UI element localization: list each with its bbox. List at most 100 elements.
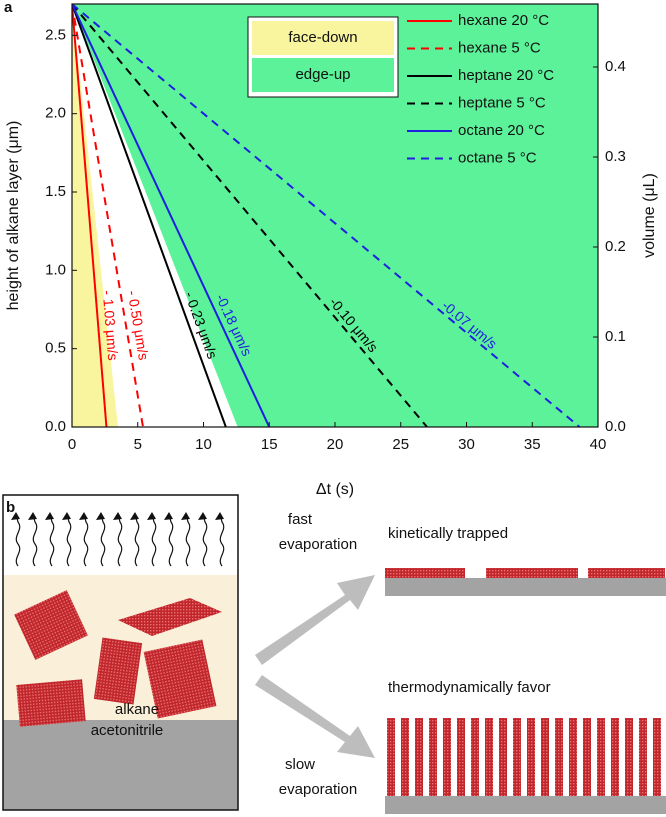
platelet <box>569 718 577 796</box>
panel-label: b <box>6 499 15 516</box>
platelet <box>443 718 451 796</box>
y2-axis-label: volume (μL) <box>641 173 658 258</box>
evaporation-arrow <box>66 513 72 567</box>
evaporation-arrow <box>151 513 157 567</box>
beaker <box>2 494 239 811</box>
platelet <box>457 718 465 796</box>
arrow-head <box>181 512 190 520</box>
legend-label: hexane 5 °C <box>458 39 541 56</box>
panel-label: a <box>4 0 13 16</box>
arrow-head <box>45 512 54 520</box>
y-tick-label: 1.0 <box>45 261 66 278</box>
evaporation-arrow <box>49 513 55 567</box>
y-tick-label: 0.5 <box>45 340 66 357</box>
platelet <box>471 718 479 796</box>
evaporation-arrow <box>32 513 38 567</box>
x-tick-label: 0 <box>68 436 76 453</box>
arrow-head <box>62 512 71 520</box>
platelet <box>611 718 619 796</box>
evaporation-arrow <box>83 513 89 567</box>
y-axis-label: height of alkane layer (μm) <box>5 121 22 311</box>
legend-swatch <box>252 21 394 55</box>
series-line <box>72 4 227 427</box>
arrow-head <box>147 512 156 520</box>
x-tick-label: 5 <box>134 436 142 453</box>
y2-tick-label: 0.4 <box>605 58 626 75</box>
arrow-head <box>164 512 173 520</box>
y2-tick-label: 0.3 <box>605 148 626 165</box>
process-label: evaporation <box>279 781 357 798</box>
evaporation-arrow <box>219 513 225 567</box>
y-tick-label: 1.5 <box>45 183 66 200</box>
arrow-head <box>215 512 224 520</box>
arrow-head <box>11 512 20 520</box>
y-tick-label: 2.0 <box>45 105 66 122</box>
x-tick-label: 35 <box>524 436 541 453</box>
platelet <box>597 718 605 796</box>
series-line <box>72 4 271 427</box>
legend-swatch <box>252 58 394 92</box>
arrow-head <box>28 512 37 520</box>
arrows <box>255 575 375 758</box>
arrow-head <box>113 512 122 520</box>
platelet <box>527 718 535 796</box>
evaporation-arrow <box>100 513 106 567</box>
platelet <box>583 718 591 796</box>
arrow-head <box>198 512 207 520</box>
x-tick-label: 40 <box>590 436 607 453</box>
evaporation-arrow <box>185 513 191 567</box>
legend-label: face-down <box>288 29 357 46</box>
process-label: evaporation <box>279 536 357 553</box>
series-line <box>72 4 581 427</box>
legend-label: edge-up <box>295 66 350 83</box>
x-axis-label: Δt (s) <box>316 481 354 498</box>
platelet <box>401 718 409 796</box>
y2-tick-label: 0.0 <box>605 418 626 435</box>
x-tick-label: 25 <box>392 436 409 453</box>
arrow-head <box>79 512 88 520</box>
process-label: fast <box>288 511 313 528</box>
platelet <box>499 718 507 796</box>
evaporation-arrow <box>202 513 208 567</box>
favored-film <box>385 718 666 814</box>
layer-label: alkane <box>115 701 159 718</box>
platelet <box>429 718 437 796</box>
evaporation-arrow <box>15 513 21 567</box>
y2-tick-label: 0.1 <box>605 328 626 345</box>
series-line <box>72 4 108 427</box>
region <box>72 4 119 427</box>
trapped-film <box>385 568 666 596</box>
platelet <box>415 718 423 796</box>
x-tick-label: 30 <box>458 436 475 453</box>
y-tick-label: 2.5 <box>45 26 66 43</box>
rate-label: - 0.50 μm/s <box>125 289 152 361</box>
y2-tick-label: 0.2 <box>605 238 626 255</box>
plot: - 1.03 μm/s - 0.50 μm/s - 0.23 μm/s -0.10 μ… <box>5 3 658 498</box>
platelet <box>639 718 647 796</box>
outcome-label: thermodynamically favor <box>388 679 551 696</box>
layer-label: acetonitrile <box>91 722 164 739</box>
legend-label: hexane 20 °C <box>458 12 549 29</box>
process-label: slow <box>285 756 315 773</box>
legend-label: heptane 20 °C <box>458 67 554 84</box>
series-line <box>72 4 144 427</box>
y-tick-label: 0.0 <box>45 418 66 435</box>
evaporation-arrow <box>168 513 174 567</box>
platelet <box>555 718 563 796</box>
x-tick-label: 15 <box>261 436 278 453</box>
platelet <box>541 718 549 796</box>
arrow-head <box>130 512 139 520</box>
platelet <box>485 718 493 796</box>
platelet <box>653 718 661 796</box>
x-tick-label: 10 <box>195 436 212 453</box>
platelet <box>625 718 633 796</box>
x-tick-label: 20 <box>327 436 344 453</box>
evaporation-arrow <box>134 513 140 567</box>
legend-label: octane 20 °C <box>458 122 545 139</box>
arrow-head <box>96 512 105 520</box>
platelet <box>387 718 395 796</box>
rate-label: - 1.03 μm/s <box>100 290 122 361</box>
evaporation-arrow <box>117 513 123 567</box>
legend-label: octane 5 °C <box>458 149 537 166</box>
